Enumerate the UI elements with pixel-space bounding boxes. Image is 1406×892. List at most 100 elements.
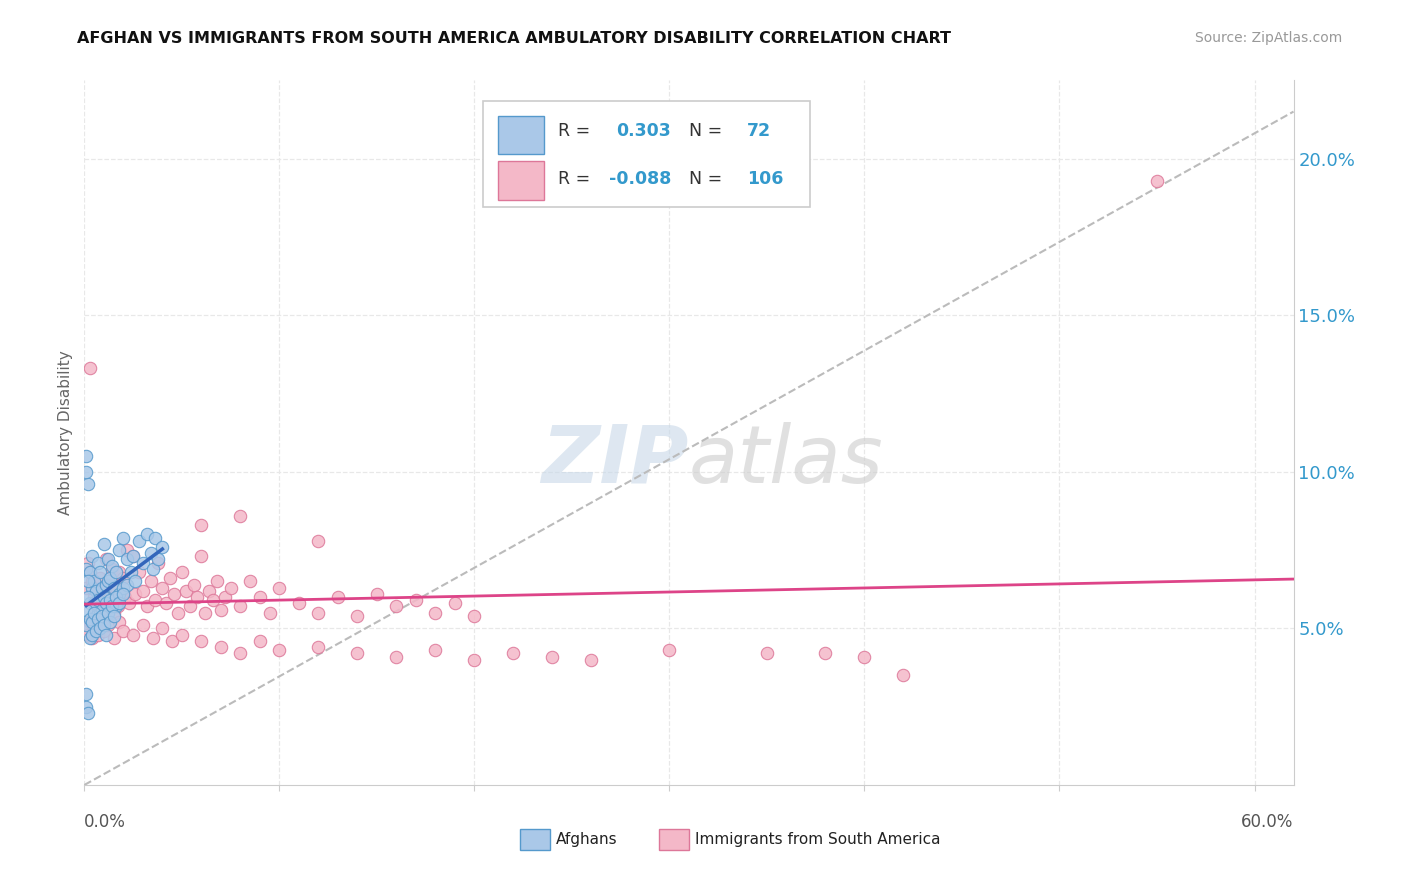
Point <box>104 599 127 614</box>
Point <box>581 653 603 667</box>
Point <box>444 596 467 610</box>
Point <box>97 606 120 620</box>
Point <box>346 647 368 661</box>
Point <box>108 587 131 601</box>
FancyBboxPatch shape <box>498 161 544 200</box>
Point <box>214 590 236 604</box>
Point <box>190 518 212 533</box>
Point <box>307 533 329 548</box>
Point <box>307 640 329 655</box>
Point <box>893 668 915 682</box>
Text: 106: 106 <box>747 170 783 188</box>
Point <box>82 581 104 595</box>
Point <box>103 631 125 645</box>
Point <box>209 602 232 616</box>
Point <box>853 649 876 664</box>
Text: 72: 72 <box>747 122 770 140</box>
Point <box>98 571 121 585</box>
Point <box>83 574 105 589</box>
Point <box>75 618 97 632</box>
Point <box>94 596 117 610</box>
Point <box>77 477 100 491</box>
Point <box>167 606 190 620</box>
Point <box>77 627 100 641</box>
Point <box>104 581 127 595</box>
Point <box>94 552 117 566</box>
Point <box>148 556 170 570</box>
Point <box>94 577 117 591</box>
Point <box>142 631 165 645</box>
Point <box>75 602 97 616</box>
Point <box>87 593 110 607</box>
Point <box>100 558 122 573</box>
Point <box>79 565 101 579</box>
Point <box>179 599 201 614</box>
FancyBboxPatch shape <box>659 830 689 850</box>
Point <box>108 596 131 610</box>
Point <box>75 699 97 714</box>
Point <box>150 621 173 635</box>
Point <box>385 649 408 664</box>
Point <box>541 649 564 664</box>
Point <box>170 627 193 641</box>
Point <box>194 606 217 620</box>
Point <box>77 706 100 720</box>
Point <box>75 687 97 701</box>
Point <box>100 562 122 576</box>
Point <box>814 647 837 661</box>
Point <box>103 606 125 620</box>
Point <box>90 602 112 616</box>
Point <box>79 565 101 579</box>
Point <box>84 624 107 639</box>
Point <box>117 577 139 591</box>
Point <box>108 565 131 579</box>
Point <box>190 633 212 648</box>
Point <box>117 543 139 558</box>
Point <box>425 643 447 657</box>
Point <box>89 565 111 579</box>
Point <box>104 590 127 604</box>
Point <box>209 640 232 655</box>
Point <box>87 627 110 641</box>
Point <box>502 647 524 661</box>
Text: 0.0%: 0.0% <box>84 814 127 831</box>
Point <box>118 596 141 610</box>
Text: -0.088: -0.088 <box>609 170 672 188</box>
Point <box>83 606 105 620</box>
Point <box>155 596 177 610</box>
Text: 0.303: 0.303 <box>616 122 671 140</box>
Point <box>84 608 107 623</box>
Point <box>229 647 252 661</box>
Point <box>87 596 110 610</box>
Point <box>104 565 127 579</box>
Point <box>112 624 135 639</box>
Point <box>82 574 104 589</box>
Text: atlas: atlas <box>689 422 884 500</box>
Point <box>97 552 120 566</box>
Point <box>97 577 120 591</box>
Point <box>198 583 221 598</box>
Y-axis label: Ambulatory Disability: Ambulatory Disability <box>58 351 73 515</box>
Point <box>139 574 162 589</box>
Point <box>755 647 778 661</box>
Point <box>463 608 485 623</box>
Point <box>112 571 135 585</box>
Point <box>229 508 252 523</box>
Point <box>259 606 281 620</box>
Point <box>93 593 115 607</box>
Point <box>239 574 262 589</box>
Point <box>93 537 115 551</box>
Point <box>346 608 368 623</box>
Point <box>79 596 101 610</box>
Point <box>124 587 146 601</box>
Point <box>128 565 150 579</box>
Point <box>75 449 97 463</box>
Point <box>385 599 408 614</box>
Point <box>108 543 131 558</box>
Point <box>79 615 101 629</box>
Point <box>124 574 146 589</box>
Point <box>150 540 173 554</box>
Point <box>98 587 121 601</box>
Point <box>112 587 135 601</box>
Point <box>150 581 173 595</box>
